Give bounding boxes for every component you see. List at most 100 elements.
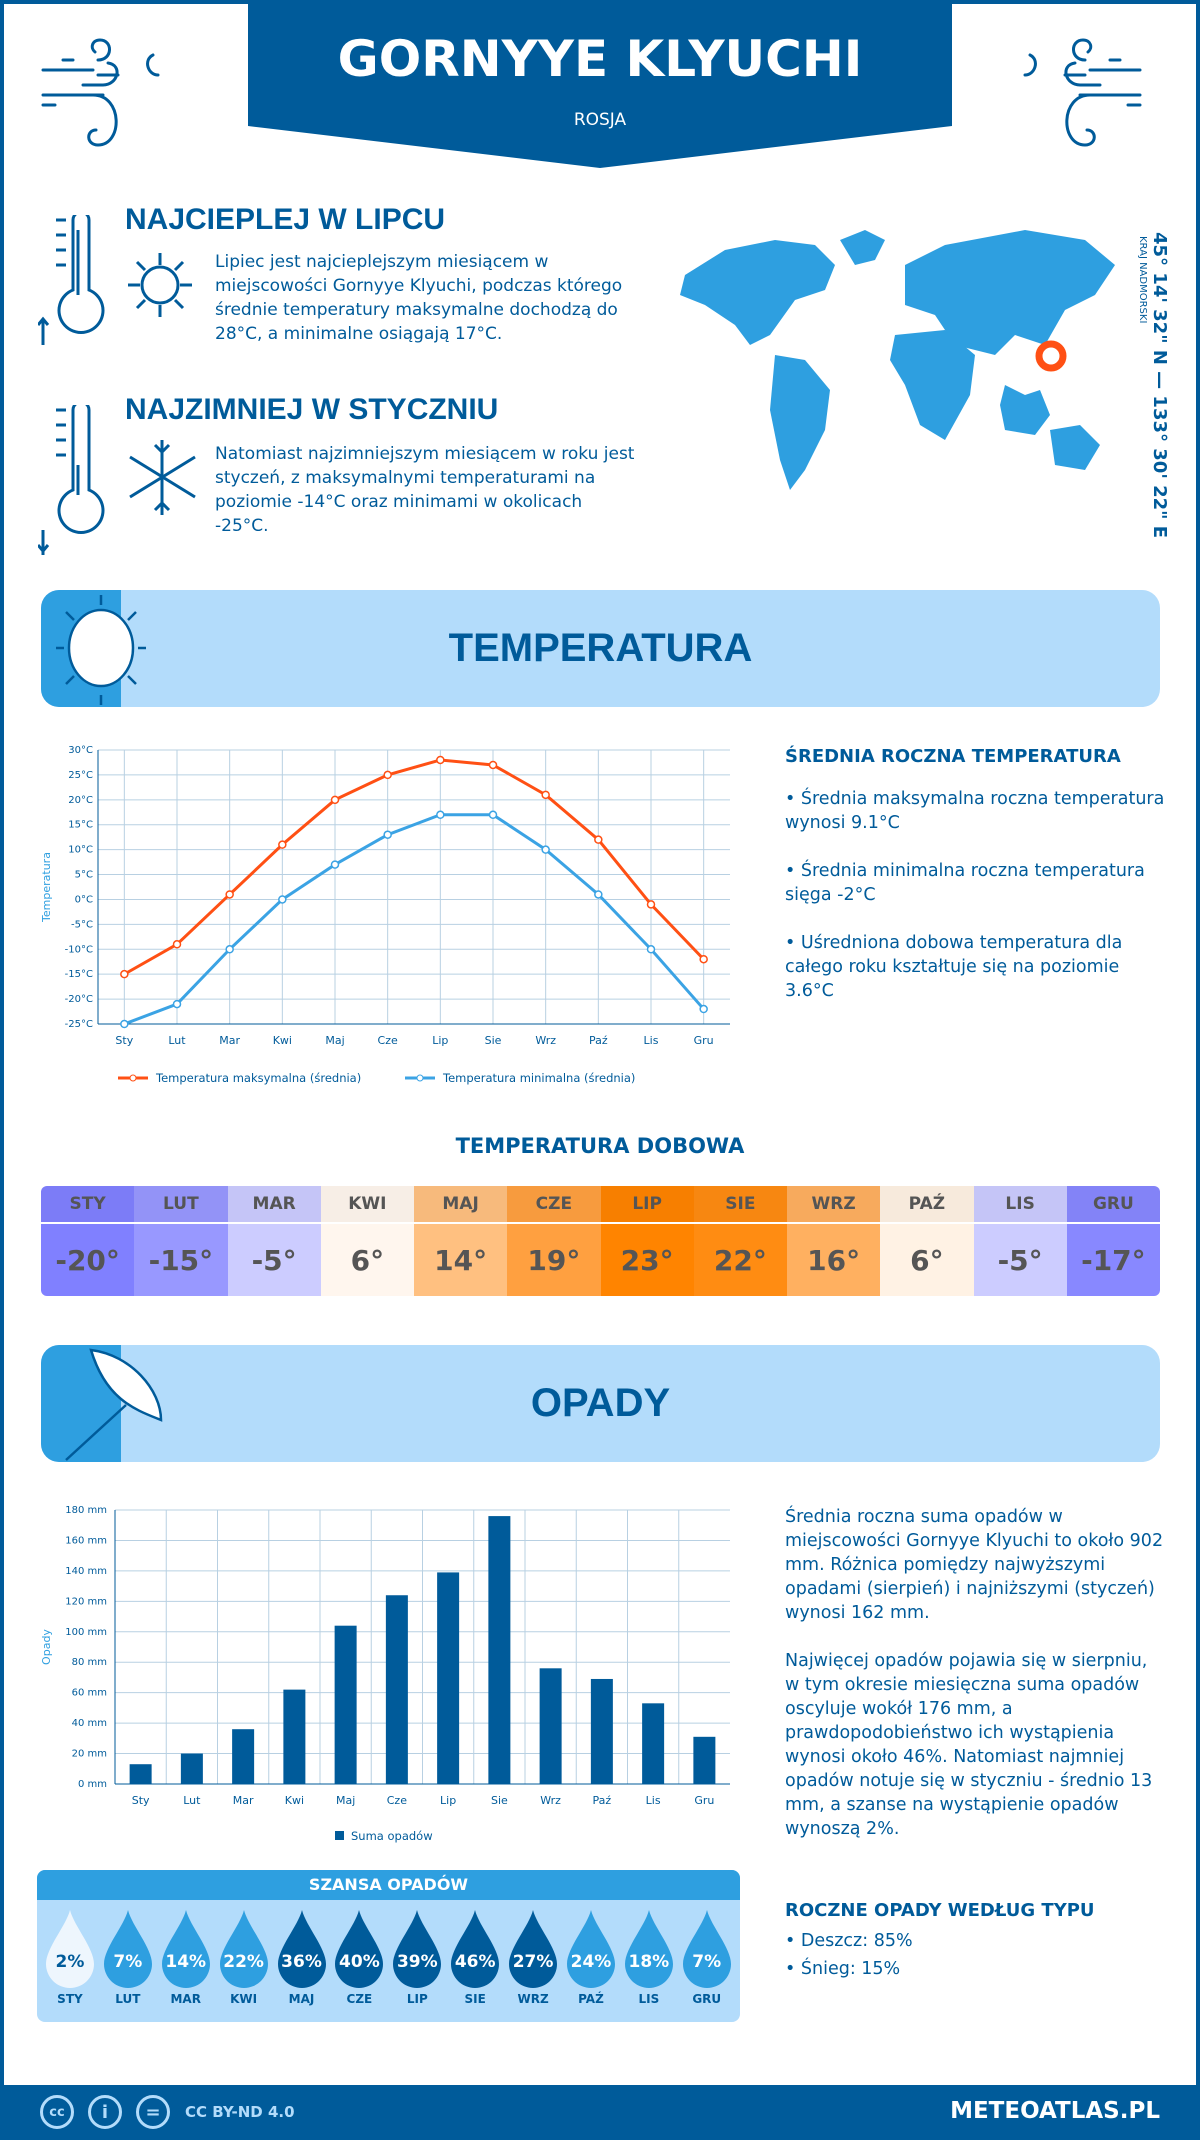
daily-temp-column: LIP 23° [600,1186,694,1296]
legend-marker [129,1074,137,1082]
thermometer-down-icon [38,405,105,555]
precip-bar [232,1729,255,1784]
month-label: MAJ [288,1992,315,2006]
annual-temp-item: • Uśredniona dobowa temperatura dla całe… [785,933,1123,1001]
daily-temp-value: 6° [910,1243,944,1277]
raindrop-icon [451,1910,500,1988]
y-axis-title: Temperatura [40,852,53,923]
y-tick-label: -10°C [65,944,93,955]
precip-bar [385,1595,408,1784]
data-point [699,954,708,964]
legend-label: Temperatura maksymalna (średnia) [155,1071,361,1085]
umbrella-rain-icon [65,1348,163,1461]
temperature-banner: TEMPERATURA [41,590,1160,707]
daily-temp-value: 6° [350,1243,385,1277]
precip-bar [437,1572,460,1784]
x-tick-label: Cze [378,1034,398,1047]
precip-bar [642,1703,665,1784]
x-tick-label: Lut [168,1034,186,1047]
raindrop-icon [682,1910,731,1988]
data-point [646,945,656,954]
precip-paragraph: Średnia roczna suma opadów w miejscowośc… [785,1507,1164,1623]
month-label: MAR [170,1992,201,2006]
data-point [436,810,445,820]
precip-type-item: • Deszcz: 85% [785,1931,913,1951]
x-tick-label: Sty [115,1034,133,1047]
daily-temp-column: PAŹ 6° [880,1186,974,1296]
month-label: MAJ [414,1186,508,1224]
daily-temp-column: LIS -5° [973,1186,1067,1296]
annual-temp-item: • Średnia minimalna roczna temperatura s… [785,861,1145,905]
cc-icon: cc [40,2095,74,2129]
daily-temp-value: -17° [1081,1243,1146,1277]
y-tick-label: 30°C [68,745,93,756]
raindrop-icon [509,1910,558,1988]
daily-temp-value: 22° [713,1243,767,1277]
precip-chance-drop: 24% PAŹ [562,1900,620,2020]
legend-marker [416,1074,424,1082]
month-label: SIE [464,1992,486,2006]
temperature-section-title: TEMPERATURA [448,626,753,670]
thermometer-up-icon [38,215,105,345]
precip-chance-drop: 14% MAR [157,1900,215,2020]
legend-swatch [335,1831,344,1840]
data-point [488,760,498,770]
coordinates: 45° 14' 32" N — 133° 30' 22" E [1149,232,1170,539]
data-point [436,755,445,765]
y-tick-label: 0 mm [78,1779,107,1790]
daily-temp-column: CZE 19° [507,1186,601,1296]
y-tick-label: 160 mm [65,1535,107,1546]
chance-value: 7% [113,1952,143,1972]
data-point [541,845,550,854]
month-label: WRZ [787,1186,881,1224]
daily-temp-value: 23° [620,1243,674,1277]
y-tick-label: 10°C [68,845,93,856]
precip-chance-drop: 2% STY [41,1900,99,2020]
x-tick-label: Gru [694,1034,714,1047]
precip-bar [488,1516,511,1784]
chance-value: 7% [692,1952,722,1972]
daily-temp-column: LUT -15° [134,1186,228,1296]
x-tick-label: Maj [325,1034,344,1047]
y-tick-label: 0°C [75,894,93,905]
series-line [123,813,705,1026]
precip-type-item: • Śnieg: 15% [785,1959,901,1979]
precip-chance-drop: 18% LIS [620,1900,678,2020]
y-tick-label: -15°C [65,969,93,980]
y-tick-label: 140 mm [65,1566,107,1577]
y-tick-label: 120 mm [65,1596,107,1607]
x-tick-label: Paź [589,1034,608,1047]
precip-chance-drop: 46% SIE [446,1900,504,2020]
data-point [594,835,603,844]
raindrop-icon [103,1910,152,1988]
annual-temp-item: • Średnia maksymalna roczna temperatura … [785,789,1165,833]
precip-bar [539,1668,562,1784]
precip-bar [693,1736,716,1784]
annual-temp-summary: ŚREDNIA ROCZNA TEMPERATURA • Średnia mak… [785,745,1165,1003]
daily-temp-column: MAJ 14° [414,1186,508,1296]
y-tick-label: 25°C [68,770,93,781]
site-link[interactable]: METEOATLAS.PL [950,2098,1160,2124]
x-tick-label: Sie [491,1794,508,1807]
legend-label: Suma opadów [351,1829,433,1843]
precip-chance-drop: 36% MAJ [273,1900,331,2020]
x-tick-label: Lut [183,1794,201,1807]
raindrop-icon [335,1910,384,1988]
x-tick-label: Cze [387,1794,407,1807]
x-tick-label: Mar [219,1034,240,1047]
data-point [330,860,340,869]
data-point [172,940,182,949]
data-point [120,1019,129,1029]
location-marker-icon [1035,340,1067,372]
y-tick-label: 40 mm [72,1718,107,1729]
month-label: LIS [973,1186,1067,1224]
month-label: LIP [600,1186,694,1224]
chance-value: 14% [165,1952,207,1972]
data-point [278,840,287,849]
y-tick-label: 180 mm [65,1505,107,1516]
raindrop-icon [46,1910,94,1988]
precip-bar [334,1625,357,1784]
month-label: KWI [320,1186,414,1224]
raindrop-icon [393,1910,442,1988]
y-tick-label: 15°C [68,820,93,831]
